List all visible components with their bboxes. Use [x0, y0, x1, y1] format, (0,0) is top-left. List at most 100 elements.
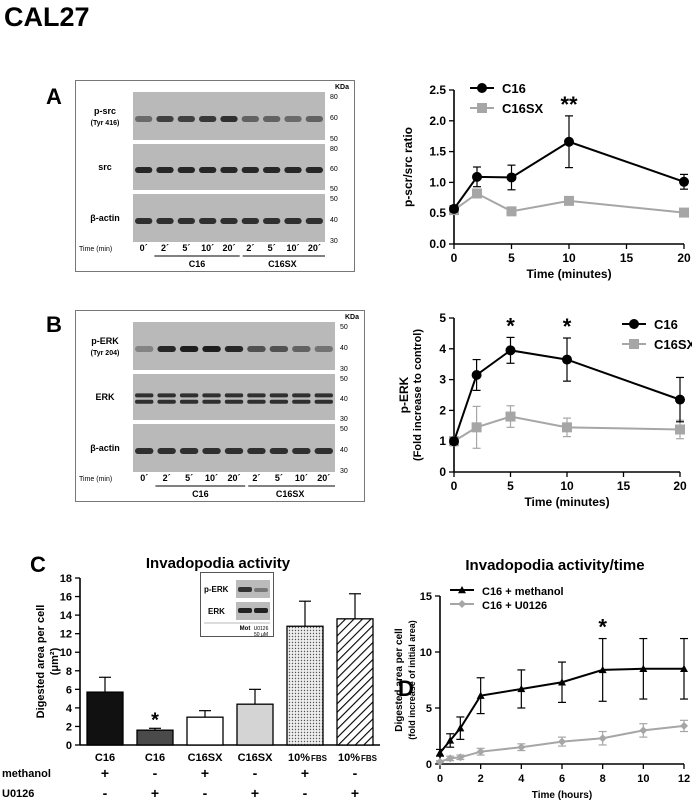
- data-point: [629, 319, 639, 329]
- y-tick-label: 12: [60, 629, 72, 641]
- inset-lane-label: U0126: [254, 626, 269, 632]
- western-blot-a: KDa p-src (Tyr 416) 80 60 50 src 80 60 50 β-actin 5…: [75, 80, 355, 272]
- blot-band: [135, 346, 154, 352]
- chart-d-invadopodia-time: Invadopodia activity/time 0 5 10 15 0 2 4 6 8 10 12…: [394, 557, 690, 801]
- blot-band: [224, 399, 244, 404]
- significance-mark: **: [560, 92, 578, 117]
- data-point: [471, 369, 482, 380]
- kda-unit-label: KDa: [335, 84, 349, 91]
- inset-band: [254, 608, 268, 613]
- x-category-label: C16: [145, 752, 165, 764]
- blot-row-label: p-src: [94, 106, 116, 116]
- group-label-c16sx: C16SX: [268, 259, 297, 269]
- x-tick-label: 15: [620, 251, 634, 265]
- y-tick-label: 6: [66, 684, 72, 696]
- chart-title: Invadopodia activity/time: [465, 557, 644, 574]
- x-tick-label: 10: [562, 251, 576, 265]
- chart-b-perk-fold: 0 1 2 3 4 5 0 5 10 15 20 Time (minutes) p-ERK (Fold i…: [397, 311, 692, 509]
- blot-band: [220, 167, 238, 173]
- data-point: [598, 734, 607, 743]
- blot-band: [202, 393, 221, 398]
- condition-sign: +: [351, 785, 359, 801]
- kda-tick-label: 50: [340, 376, 348, 383]
- blot-band: [202, 399, 221, 404]
- lane-time-label: 20´: [222, 243, 235, 253]
- condition-sign: +: [251, 785, 259, 801]
- y-axis-label: p-ERK: [397, 376, 411, 413]
- blot-band: [224, 393, 244, 398]
- x-tick-label: 0: [451, 251, 458, 265]
- x-tick-label: 5: [507, 479, 514, 493]
- data-point: [476, 691, 485, 699]
- blot-band: [135, 116, 153, 122]
- blot-band: [199, 116, 217, 122]
- y-tick-label: 4: [66, 703, 73, 715]
- kda-tick-label: 40: [330, 217, 338, 224]
- data-point: [517, 684, 526, 693]
- blot-band: [135, 393, 154, 398]
- bar: [86, 691, 124, 746]
- y-tick-label: 2.5: [429, 83, 446, 97]
- chart-a-psrc-ratio: 0.0 0.5 1.0 1.5 2.0 2.5 0 5 10 15 20 Time (minutes)…: [401, 81, 691, 281]
- x-tick-label: 15: [617, 479, 631, 493]
- figure-title: CAL27: [4, 2, 90, 32]
- y-tick-label: 14: [60, 610, 73, 622]
- blot-band: [241, 116, 259, 122]
- y-axis-label-2: (μm²): [49, 647, 61, 675]
- lane-time-label: 5´: [275, 473, 283, 483]
- x-category-suffix: FBS: [311, 754, 328, 763]
- blot-band: [199, 167, 217, 173]
- lane-time-label: 2´: [161, 243, 169, 253]
- bar: [236, 703, 274, 746]
- legend-label: C16 + methanol: [482, 586, 564, 598]
- data-point: [472, 171, 482, 182]
- condition-row-label: methanol: [2, 768, 51, 780]
- y-tick-label: 3: [439, 373, 446, 387]
- blot-band: [269, 393, 289, 398]
- lane-time-label: 10´: [205, 473, 218, 483]
- kda-tick-label: 50: [330, 136, 338, 143]
- bar: [186, 716, 224, 746]
- y-tick-label: 10: [60, 647, 72, 659]
- data-point: [456, 753, 465, 762]
- y-tick-label: 8: [66, 666, 72, 678]
- lane-time-label: 2´: [246, 243, 254, 253]
- kda-tick-label: 50: [330, 196, 338, 203]
- blot-band: [157, 393, 176, 398]
- kda-tick-label: 30: [340, 366, 348, 373]
- blot-band: [314, 399, 333, 404]
- chart-c-invadopodia-activity: Invadopodia activity 0 2 4 6 8 10 12 14 16 18 Diges…: [2, 555, 380, 801]
- blot-row-sublabel: (Tyr 204): [91, 350, 120, 357]
- blot-row-label: β-actin: [90, 213, 120, 223]
- data-point: [564, 195, 574, 206]
- blot-band: [199, 218, 217, 224]
- lane-time-label: 2´: [252, 473, 260, 483]
- blot-band: [247, 346, 266, 352]
- x-category-suffix: FBS: [361, 754, 378, 763]
- blot-row-label: ERK: [95, 392, 115, 402]
- blot-band: [314, 346, 333, 352]
- blot-band: [247, 448, 266, 454]
- condition-sign: +: [151, 785, 159, 801]
- blot-band: [220, 116, 238, 122]
- data-point: [471, 422, 482, 433]
- data-point: [458, 600, 466, 608]
- inset-row-label: ERK: [208, 607, 225, 616]
- blot-row-label: β-actin: [90, 443, 120, 453]
- condition-sign: -: [353, 765, 358, 781]
- blot-band: [305, 116, 323, 122]
- data-point: [564, 136, 574, 147]
- data-point: [456, 724, 465, 732]
- blot-band: [135, 167, 153, 173]
- blot-band: [156, 167, 174, 173]
- lane-time-label: 10´: [295, 473, 308, 483]
- chart-title: Invadopodia activity: [146, 555, 291, 572]
- data-point: [562, 354, 572, 365]
- data-point: [506, 206, 517, 217]
- bar: [136, 729, 174, 746]
- inset-band: [238, 587, 252, 592]
- blot-band: [241, 167, 259, 173]
- blot-band: [269, 448, 289, 454]
- significance-mark: *: [598, 615, 607, 640]
